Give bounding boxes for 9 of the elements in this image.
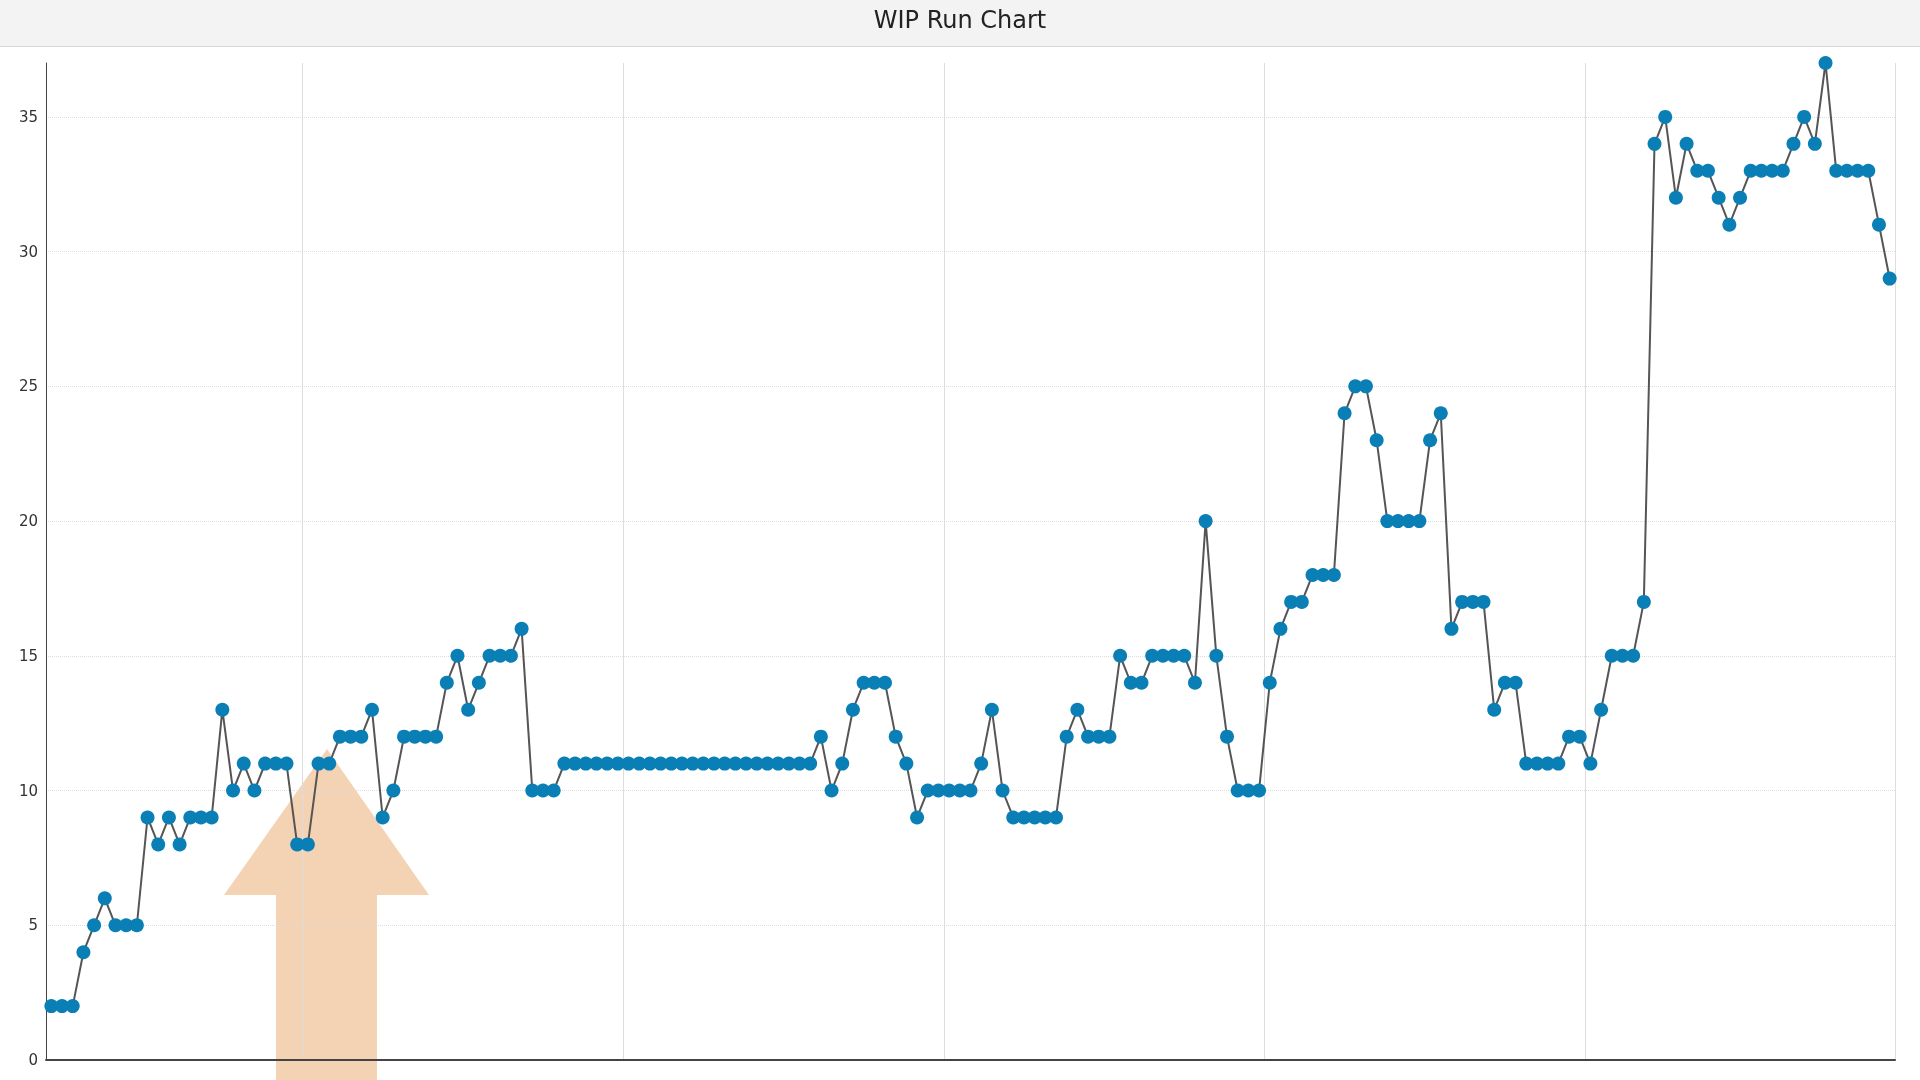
y-tick-label: 10 <box>18 781 38 800</box>
y-tick-label: 0 <box>28 1051 38 1069</box>
y-tick-label: 15 <box>18 646 38 665</box>
y-tick-label: 25 <box>18 377 38 396</box>
y-tick-label: 5 <box>28 916 38 935</box>
y-tick-label: 20 <box>18 512 38 531</box>
y-tick-label: 35 <box>18 107 38 126</box>
chart-title: WIP Run Chart <box>0 0 1920 47</box>
y-tick-label: 30 <box>18 242 38 261</box>
